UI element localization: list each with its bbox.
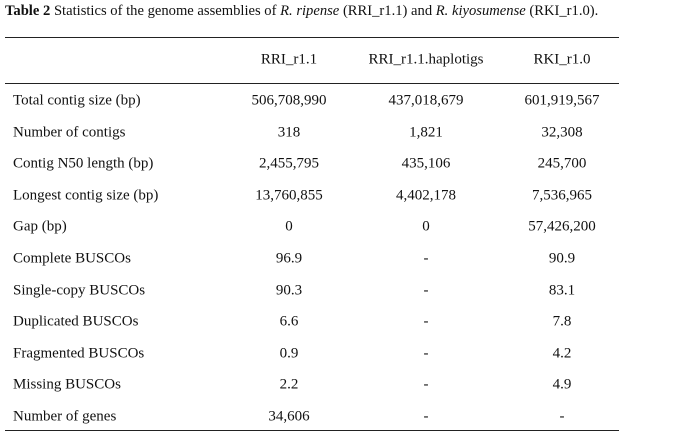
cell-value: 4,402,178	[396, 187, 456, 204]
cell-value: 0	[285, 218, 293, 235]
row-label: Single-copy BUSCOs	[13, 282, 146, 299]
caption-text: Statistics of the genome assemblies of	[50, 3, 281, 19]
cell-value: 7,536,965	[532, 187, 592, 204]
cell-value: 1,821	[409, 124, 443, 141]
cell-value: -	[423, 282, 429, 299]
column-header: RKI_r1.0	[533, 51, 591, 68]
cell-value: 437,018,679	[388, 92, 464, 109]
row-label: Number of genes	[13, 408, 117, 425]
cell-value: 601,919,567	[524, 92, 600, 109]
row-label: Duplicated BUSCOs	[13, 313, 139, 330]
cell-value: 7.8	[552, 313, 572, 330]
cell-value: 32,308	[541, 124, 583, 141]
row-label: Complete BUSCOs	[13, 250, 131, 267]
cell-value: 245,700	[537, 155, 587, 172]
cell-value: 90.9	[548, 250, 576, 267]
cell-value: 4.9	[552, 376, 572, 393]
cell-value: -	[423, 313, 429, 330]
cell-value: 96.9	[275, 250, 303, 267]
column-header: RRI_r1.1	[260, 51, 318, 68]
cell-value: -	[423, 376, 429, 393]
row-label: Number of contigs	[13, 124, 126, 141]
cell-value: -	[423, 408, 429, 425]
cell-value: -	[423, 345, 429, 362]
cell-value: 90.3	[275, 282, 303, 299]
cell-value: 318	[277, 124, 301, 141]
cell-value: 34,606	[268, 408, 310, 425]
cell-value: 2.2	[279, 376, 299, 393]
cell-value: 83.1	[548, 282, 576, 299]
cell-value: 6.6	[279, 313, 299, 330]
column-header: RRI_r1.1.haplotigs	[368, 51, 484, 68]
caption-text: R. ripense	[280, 3, 340, 19]
cell-value: 506,708,990	[251, 92, 327, 109]
caption-label: Table 2	[5, 3, 51, 19]
caption: Table 2 Statistics of the genome assembl…	[5, 3, 598, 20]
header-rule	[5, 83, 619, 84]
cell-value: -	[559, 408, 565, 425]
cell-value: 0	[422, 218, 430, 235]
top-rule	[5, 37, 619, 38]
cell-value: 4.2	[552, 345, 572, 362]
row-label: Longest contig size (bp)	[13, 187, 159, 204]
caption-text: (RRI_r1.1) and	[339, 3, 436, 19]
cell-value: 13,760,855	[255, 187, 323, 204]
caption-text: R. kiyosumense	[435, 3, 526, 19]
cell-value: 435,106	[401, 155, 451, 172]
cell-value: -	[423, 250, 429, 267]
bottom-rule	[5, 430, 619, 431]
cell-value: 0.9	[279, 345, 299, 362]
row-label: Fragmented BUSCOs	[13, 345, 145, 362]
cell-value: 2,455,795	[259, 155, 319, 172]
row-label: Contig N50 length (bp)	[13, 155, 154, 172]
row-label: Missing BUSCOs	[13, 376, 121, 393]
caption-text: (RKI_r1.0).	[525, 3, 599, 19]
cell-value: 57,426,200	[528, 218, 596, 235]
row-label: Total contig size (bp)	[13, 92, 141, 109]
row-label: Gap (bp)	[13, 218, 67, 235]
